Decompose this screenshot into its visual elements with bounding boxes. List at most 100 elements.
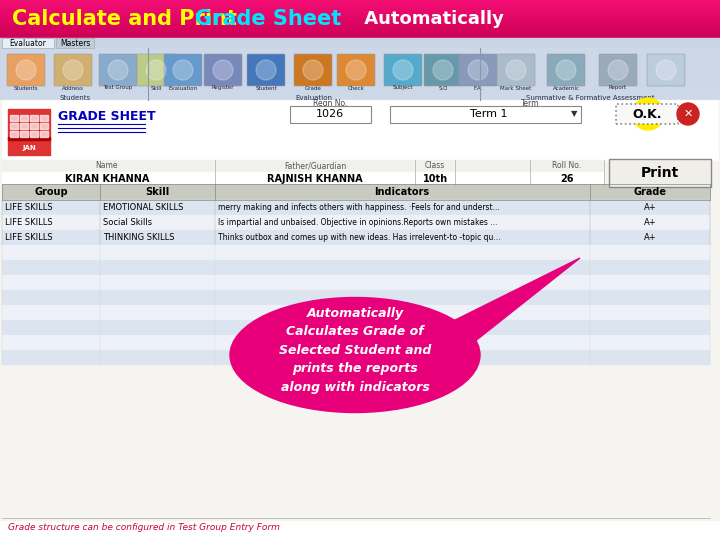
Bar <box>2 245 710 260</box>
Bar <box>2 230 710 245</box>
Text: Subject: Subject <box>392 85 413 91</box>
Text: Term: Term <box>521 98 539 107</box>
FancyBboxPatch shape <box>616 104 678 124</box>
FancyBboxPatch shape <box>424 54 462 86</box>
Text: Address: Address <box>62 85 84 91</box>
Text: Evaluator: Evaluator <box>9 38 46 48</box>
Bar <box>2 335 710 350</box>
Circle shape <box>468 60 488 80</box>
Bar <box>0 38 720 100</box>
Text: Summative & Formative Assessment: Summative & Formative Assessment <box>526 95 654 101</box>
Bar <box>20 123 28 129</box>
Bar <box>0 13 720 14</box>
Bar <box>2 275 710 290</box>
FancyBboxPatch shape <box>137 54 175 86</box>
Text: Thinks outbox and comes up with new ideas. Has irrelevent-to -topic qu...: Thinks outbox and comes up with new idea… <box>218 233 500 242</box>
Bar <box>0 23 720 24</box>
Polygon shape <box>425 258 580 365</box>
Bar <box>10 131 18 137</box>
Circle shape <box>108 60 128 80</box>
Bar <box>0 21 720 22</box>
Circle shape <box>16 60 36 80</box>
Bar <box>0 28 720 29</box>
Bar <box>0 12 720 13</box>
Text: Report: Report <box>609 85 627 91</box>
Text: Grade structure can be configured in Test Group Entry Form: Grade structure can be configured in Tes… <box>8 523 280 532</box>
Text: Grade: Grade <box>634 187 667 197</box>
Text: Evaluation: Evaluation <box>168 85 197 91</box>
Bar <box>0 4 720 5</box>
FancyBboxPatch shape <box>7 54 45 86</box>
Bar <box>2 320 710 335</box>
FancyBboxPatch shape <box>289 105 371 123</box>
Circle shape <box>656 60 676 80</box>
Text: RAJNISH KHANNA: RAJNISH KHANNA <box>267 174 363 184</box>
Bar <box>0 38 720 48</box>
Bar <box>0 37 720 38</box>
Bar <box>0 7 720 8</box>
Text: Students: Students <box>14 85 38 91</box>
Bar <box>0 29 720 30</box>
FancyBboxPatch shape <box>99 54 137 86</box>
Bar <box>20 131 28 137</box>
Text: Indicators: Indicators <box>374 187 430 197</box>
Bar <box>2 160 604 172</box>
Text: Skill: Skill <box>145 187 169 197</box>
Bar <box>0 33 720 34</box>
Text: 26: 26 <box>560 174 574 184</box>
Text: A+: A+ <box>644 218 657 227</box>
Bar <box>2 215 710 230</box>
FancyBboxPatch shape <box>164 54 202 86</box>
Bar <box>0 16 720 17</box>
Bar <box>0 9 720 10</box>
Text: merry making and infects others with happiness. ·Feels for and underst...: merry making and infects others with hap… <box>218 203 500 212</box>
Text: Roll No.: Roll No. <box>552 161 582 171</box>
Text: JAN: JAN <box>22 145 36 151</box>
Text: Group: Group <box>34 187 68 197</box>
Text: LIFE SKILLS: LIFE SKILLS <box>5 233 53 242</box>
Text: F.A.: F.A. <box>473 85 482 91</box>
Circle shape <box>173 60 193 80</box>
Text: EMOTIONAL SKILLS: EMOTIONAL SKILLS <box>103 203 184 212</box>
Text: Regn No.: Regn No. <box>312 98 347 107</box>
Text: Name: Name <box>96 161 118 171</box>
Circle shape <box>346 60 366 80</box>
Bar <box>30 115 38 121</box>
Bar <box>0 48 720 90</box>
Bar <box>2 184 710 200</box>
Text: 10th: 10th <box>423 174 448 184</box>
Ellipse shape <box>230 298 480 413</box>
Circle shape <box>556 60 576 80</box>
Bar <box>0 19 720 20</box>
Bar <box>0 14 720 15</box>
Bar <box>0 26 720 27</box>
Text: Calculate and Print: Calculate and Print <box>12 9 244 29</box>
Text: KIRAN KHANNA: KIRAN KHANNA <box>65 174 149 184</box>
Text: LIFE SKILLS: LIFE SKILLS <box>5 218 53 227</box>
Text: 1026: 1026 <box>316 109 344 119</box>
FancyBboxPatch shape <box>599 54 637 86</box>
Bar <box>0 5 720 6</box>
Text: Student: Student <box>255 85 276 91</box>
FancyBboxPatch shape <box>54 54 92 86</box>
FancyBboxPatch shape <box>390 105 580 123</box>
Bar <box>0 100 720 520</box>
Bar <box>2 350 710 365</box>
Text: Grade: Grade <box>305 85 321 91</box>
Bar <box>2 260 710 275</box>
Bar <box>0 32 720 33</box>
Bar <box>8 137 50 140</box>
Text: Is impartial and unbaised. Objective in opinions.Reports own mistakes ...: Is impartial and unbaised. Objective in … <box>218 218 498 227</box>
FancyBboxPatch shape <box>497 54 535 86</box>
Bar <box>0 0 720 1</box>
Bar <box>10 115 18 121</box>
FancyBboxPatch shape <box>547 54 585 86</box>
Circle shape <box>303 60 323 80</box>
Text: ✕: ✕ <box>683 109 693 119</box>
Bar <box>40 131 48 137</box>
Text: Social Skills: Social Skills <box>103 218 152 227</box>
FancyBboxPatch shape <box>56 38 94 48</box>
Circle shape <box>256 60 276 80</box>
Bar <box>0 20 720 21</box>
Circle shape <box>393 60 413 80</box>
